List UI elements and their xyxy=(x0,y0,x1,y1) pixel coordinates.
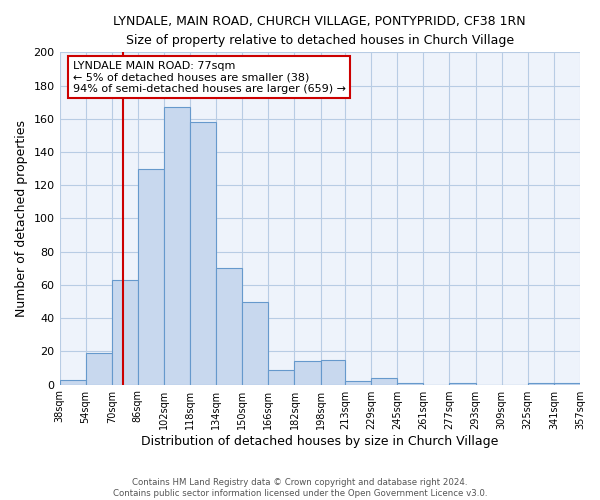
Bar xyxy=(397,383,424,384)
X-axis label: Distribution of detached houses by size in Church Village: Distribution of detached houses by size … xyxy=(141,434,499,448)
Bar xyxy=(242,302,268,384)
Bar xyxy=(371,378,397,384)
Bar xyxy=(295,362,320,384)
Title: LYNDALE, MAIN ROAD, CHURCH VILLAGE, PONTYPRIDD, CF38 1RN
Size of property relati: LYNDALE, MAIN ROAD, CHURCH VILLAGE, PONT… xyxy=(113,15,526,47)
Text: Contains HM Land Registry data © Crown copyright and database right 2024.
Contai: Contains HM Land Registry data © Crown c… xyxy=(113,478,487,498)
Bar xyxy=(190,122,216,384)
Bar xyxy=(138,168,164,384)
Bar xyxy=(216,268,242,384)
Bar xyxy=(449,383,476,384)
Bar xyxy=(112,280,138,384)
Bar xyxy=(268,370,295,384)
Bar xyxy=(59,380,86,384)
Y-axis label: Number of detached properties: Number of detached properties xyxy=(15,120,28,317)
Text: LYNDALE MAIN ROAD: 77sqm
← 5% of detached houses are smaller (38)
94% of semi-de: LYNDALE MAIN ROAD: 77sqm ← 5% of detache… xyxy=(73,60,346,94)
Bar xyxy=(164,107,190,384)
Bar xyxy=(345,382,371,384)
Bar xyxy=(528,383,554,384)
Bar xyxy=(320,360,345,384)
Bar xyxy=(86,353,112,384)
Bar xyxy=(554,383,580,384)
